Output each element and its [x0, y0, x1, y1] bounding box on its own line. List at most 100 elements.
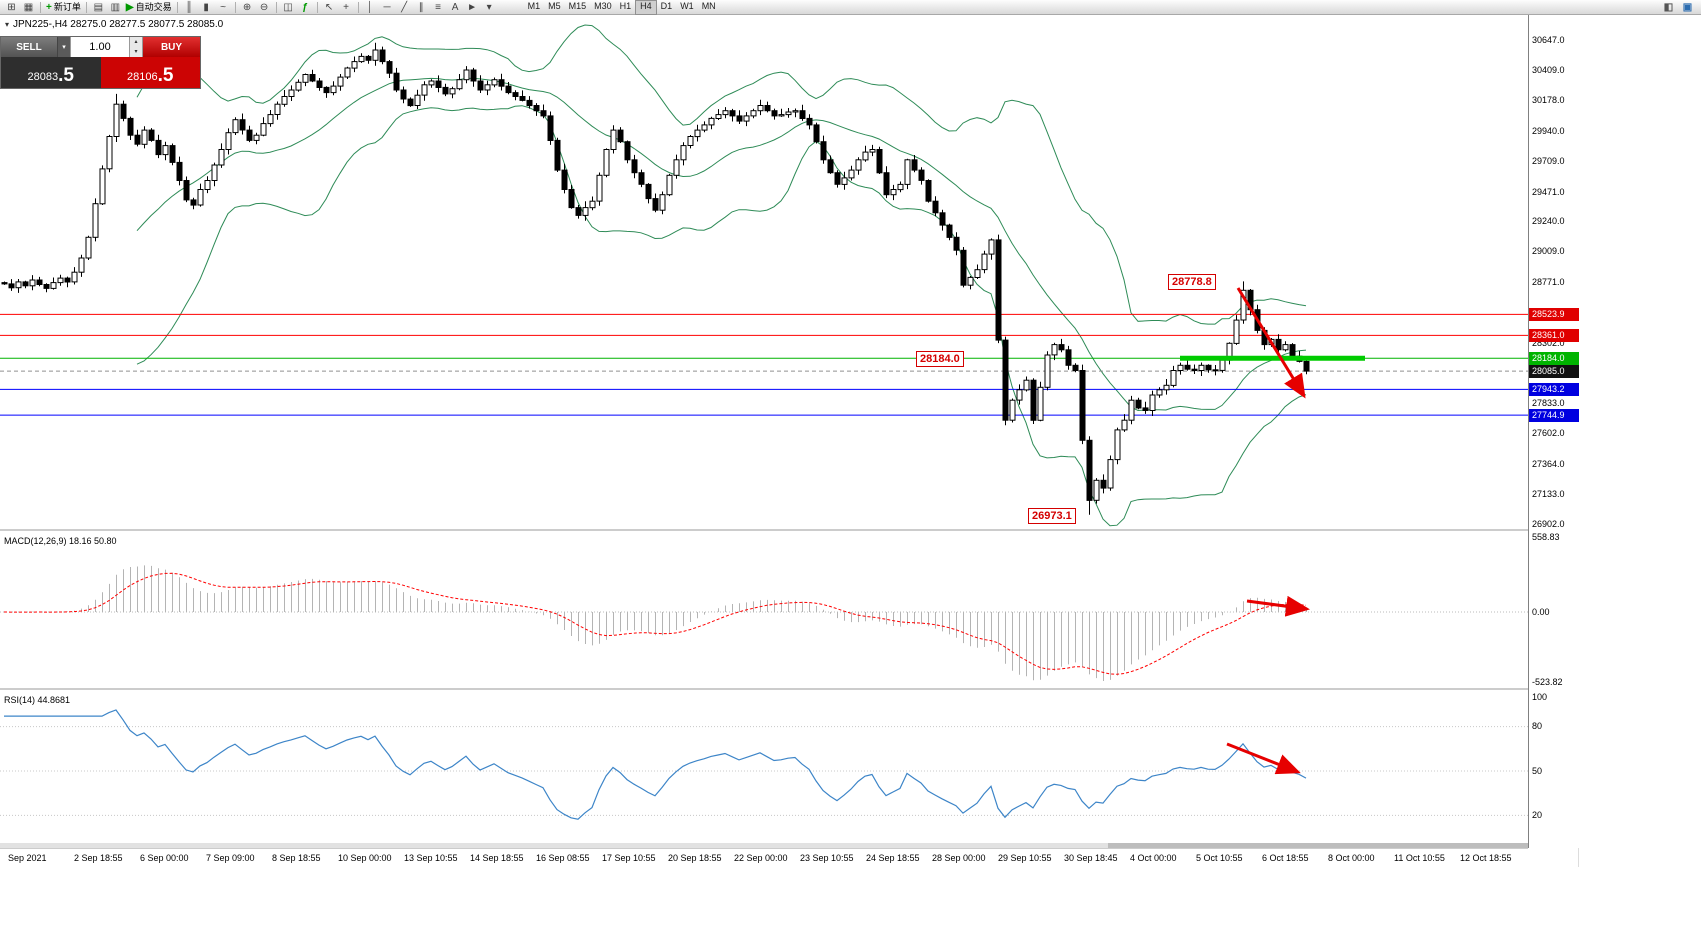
horizontal-line-icon[interactable]: ─	[379, 1, 396, 14]
horizontal-line-icon: ─	[383, 1, 391, 13]
toolbar-separator	[85, 1, 87, 13]
new-chart-icon[interactable]: ⊞	[3, 1, 20, 14]
channel-icon: ∥	[418, 1, 424, 13]
price-axis[interactable]: 30647.0 30409.0 30178.0 29940.0 29709.0 29471…	[1528, 15, 1579, 848]
swing-high-label: 28778.8	[1168, 274, 1216, 290]
price-badge: 27744.9	[1529, 408, 1579, 422]
h-scrollbar[interactable]	[0, 843, 1528, 848]
time-tick: 5 Oct 10:55	[1196, 853, 1243, 863]
horizontal-level-lines	[0, 313, 1528, 416]
cursor-icon: ↖	[324, 1, 334, 13]
dock-panel-icon[interactable]: ◧	[1660, 1, 1677, 14]
price-tick: 27133.0	[1532, 488, 1565, 499]
volume-up-icon[interactable]: ▴	[134, 39, 138, 45]
tile-windows-icon[interactable]: ◫	[280, 1, 297, 14]
time-axis[interactable]: Sep 2021 2 Sep 18:55 6 Sep 00:00 7 Sep 09:0…	[0, 851, 1528, 867]
time-tick: 8 Oct 00:00	[1328, 853, 1375, 863]
annotation-arrows	[1226, 287, 1310, 775]
price-tick: 29471.0	[1532, 186, 1565, 197]
objects-dropdown-icon[interactable]: ▾	[481, 1, 498, 14]
time-tick: Sep 2021	[8, 853, 47, 863]
profiles-icon: ▦	[23, 1, 34, 13]
h-scrollbar-handle[interactable]	[1108, 843, 1528, 848]
data-window-icon[interactable]: ▥	[107, 1, 124, 14]
sell-price[interactable]: 28083.5	[1, 57, 101, 88]
line-chart-type-icon[interactable]: ~	[215, 1, 232, 14]
new-order-button-label: 新订单	[53, 1, 81, 12]
price-badge: 28361.0	[1529, 328, 1579, 342]
timeframe-m30[interactable]: M30	[594, 0, 612, 11]
tile-windows-icon: ◫	[283, 1, 293, 13]
time-tick: 17 Sep 10:55	[602, 853, 656, 863]
bollinger-bands	[136, 24, 1307, 527]
vertical-line-icon[interactable]: │	[362, 1, 379, 14]
objects-dropdown-icon: ▾	[486, 1, 492, 13]
trendline-icon[interactable]: ╱	[396, 1, 413, 14]
time-tick: 6 Oct 18:55	[1262, 853, 1309, 863]
autotrade-button-label: 自动交易	[135, 1, 172, 12]
new-order-button[interactable]: + 新订单	[44, 1, 83, 14]
arrow-object-icon[interactable]: ►	[464, 1, 481, 14]
chart-canvas[interactable]	[0, 15, 1528, 850]
timeframe-m1[interactable]: M1	[527, 0, 541, 11]
time-tick: 30 Sep 18:45	[1064, 853, 1118, 863]
sell-button[interactable]: SELL	[1, 37, 57, 57]
one-click-toggle-icon[interactable]: ▾	[5, 20, 10, 29]
sell-dropdown-caret[interactable]: ▾	[57, 37, 70, 57]
toolbar-separator	[40, 1, 41, 13]
buy-price[interactable]: 28106.5	[100, 57, 200, 88]
timeframe-w1[interactable]: W1	[680, 0, 694, 11]
candlestick-type-icon[interactable]: ▮	[198, 1, 215, 14]
chart-windows-icon: ▤	[93, 1, 104, 13]
community-icon[interactable]: ▣	[1679, 1, 1696, 14]
timeframe-mn[interactable]: MN	[701, 0, 716, 11]
timeframe-d1[interactable]: D1	[660, 0, 673, 11]
chart-title: JPN225-,H4 28275.0 28277.5 28077.5 28085…	[13, 19, 224, 30]
timeframe-m5[interactable]: M5	[548, 0, 561, 11]
time-tick: 6 Sep 00:00	[140, 853, 189, 863]
time-tick: 13 Sep 10:55	[404, 853, 458, 863]
buy-button[interactable]: BUY	[143, 37, 200, 57]
toolbar-separator	[275, 1, 277, 13]
zoom-out-icon[interactable]: ⊖	[256, 1, 273, 14]
time-tick: 22 Sep 00:00	[734, 853, 788, 863]
price-tick: 27364.0	[1532, 458, 1565, 469]
bar-chart-type-icon[interactable]: ║	[181, 1, 198, 14]
macd-label: MACD(12,26,9) 18.16 50.80	[4, 536, 117, 546]
price-tick: 26902.0	[1532, 518, 1565, 529]
volume-down-icon[interactable]: ▾	[134, 49, 138, 55]
toolbar-right-group: ◧ ▣	[1660, 1, 1696, 14]
main-toolbar: ⊞ ▦ + 新订单 ▤ ▥ ▶ 自动交易 ║ ▮ ~ ⊕ ⊖ ◫ ƒ ↖ + │ ─ ╱ ∥ ≡ A ► ▾ M1 M5 M15 M30…	[0, 0, 1701, 15]
timeframe-h1[interactable]: H1	[619, 0, 632, 11]
cursor-icon[interactable]: ↖	[321, 1, 338, 14]
volume-stepper[interactable]: ▴ ▾	[130, 37, 143, 57]
price-badge: 28085.0	[1529, 364, 1579, 378]
zoom-in-icon: ⊕	[242, 1, 252, 13]
chart-window: ▾ JPN225-,H4 28275.0 28277.5 28077.5 280…	[0, 15, 1579, 867]
time-tick: 7 Sep 09:00	[206, 853, 255, 863]
price-tick: 30647.0	[1532, 34, 1565, 45]
fibonacci-icon[interactable]: ≡	[430, 1, 447, 14]
time-tick: 28 Sep 00:00	[932, 853, 986, 863]
time-tick: 24 Sep 18:55	[866, 853, 920, 863]
rsi-tick: 100	[1532, 691, 1548, 702]
indicators-icon: ƒ	[302, 1, 308, 13]
indicators-icon[interactable]: ƒ	[297, 1, 314, 14]
rsi-tick: 50	[1532, 765, 1543, 776]
toolbar-separator	[234, 1, 236, 13]
chart-windows-icon[interactable]: ▤	[90, 1, 107, 14]
crosshair-icon[interactable]: +	[338, 1, 355, 14]
sell-price-frac: .5	[58, 65, 74, 86]
profiles-icon[interactable]: ▦	[20, 1, 37, 14]
channel-icon[interactable]: ∥	[413, 1, 430, 14]
volume-input[interactable]	[71, 37, 129, 57]
rsi-tick: 20	[1532, 809, 1543, 820]
autotrade-button: ▶	[125, 1, 134, 13]
text-label-icon[interactable]: A	[447, 1, 464, 14]
down-arrow-main	[1236, 287, 1306, 399]
timeframe-h4[interactable]: H4	[635, 0, 657, 15]
candlestick-type-icon: ▮	[203, 1, 209, 13]
timeframe-m15[interactable]: M15	[568, 0, 587, 11]
autotrade-button[interactable]: ▶ 自动交易	[124, 1, 174, 14]
zoom-in-icon[interactable]: ⊕	[239, 1, 256, 14]
